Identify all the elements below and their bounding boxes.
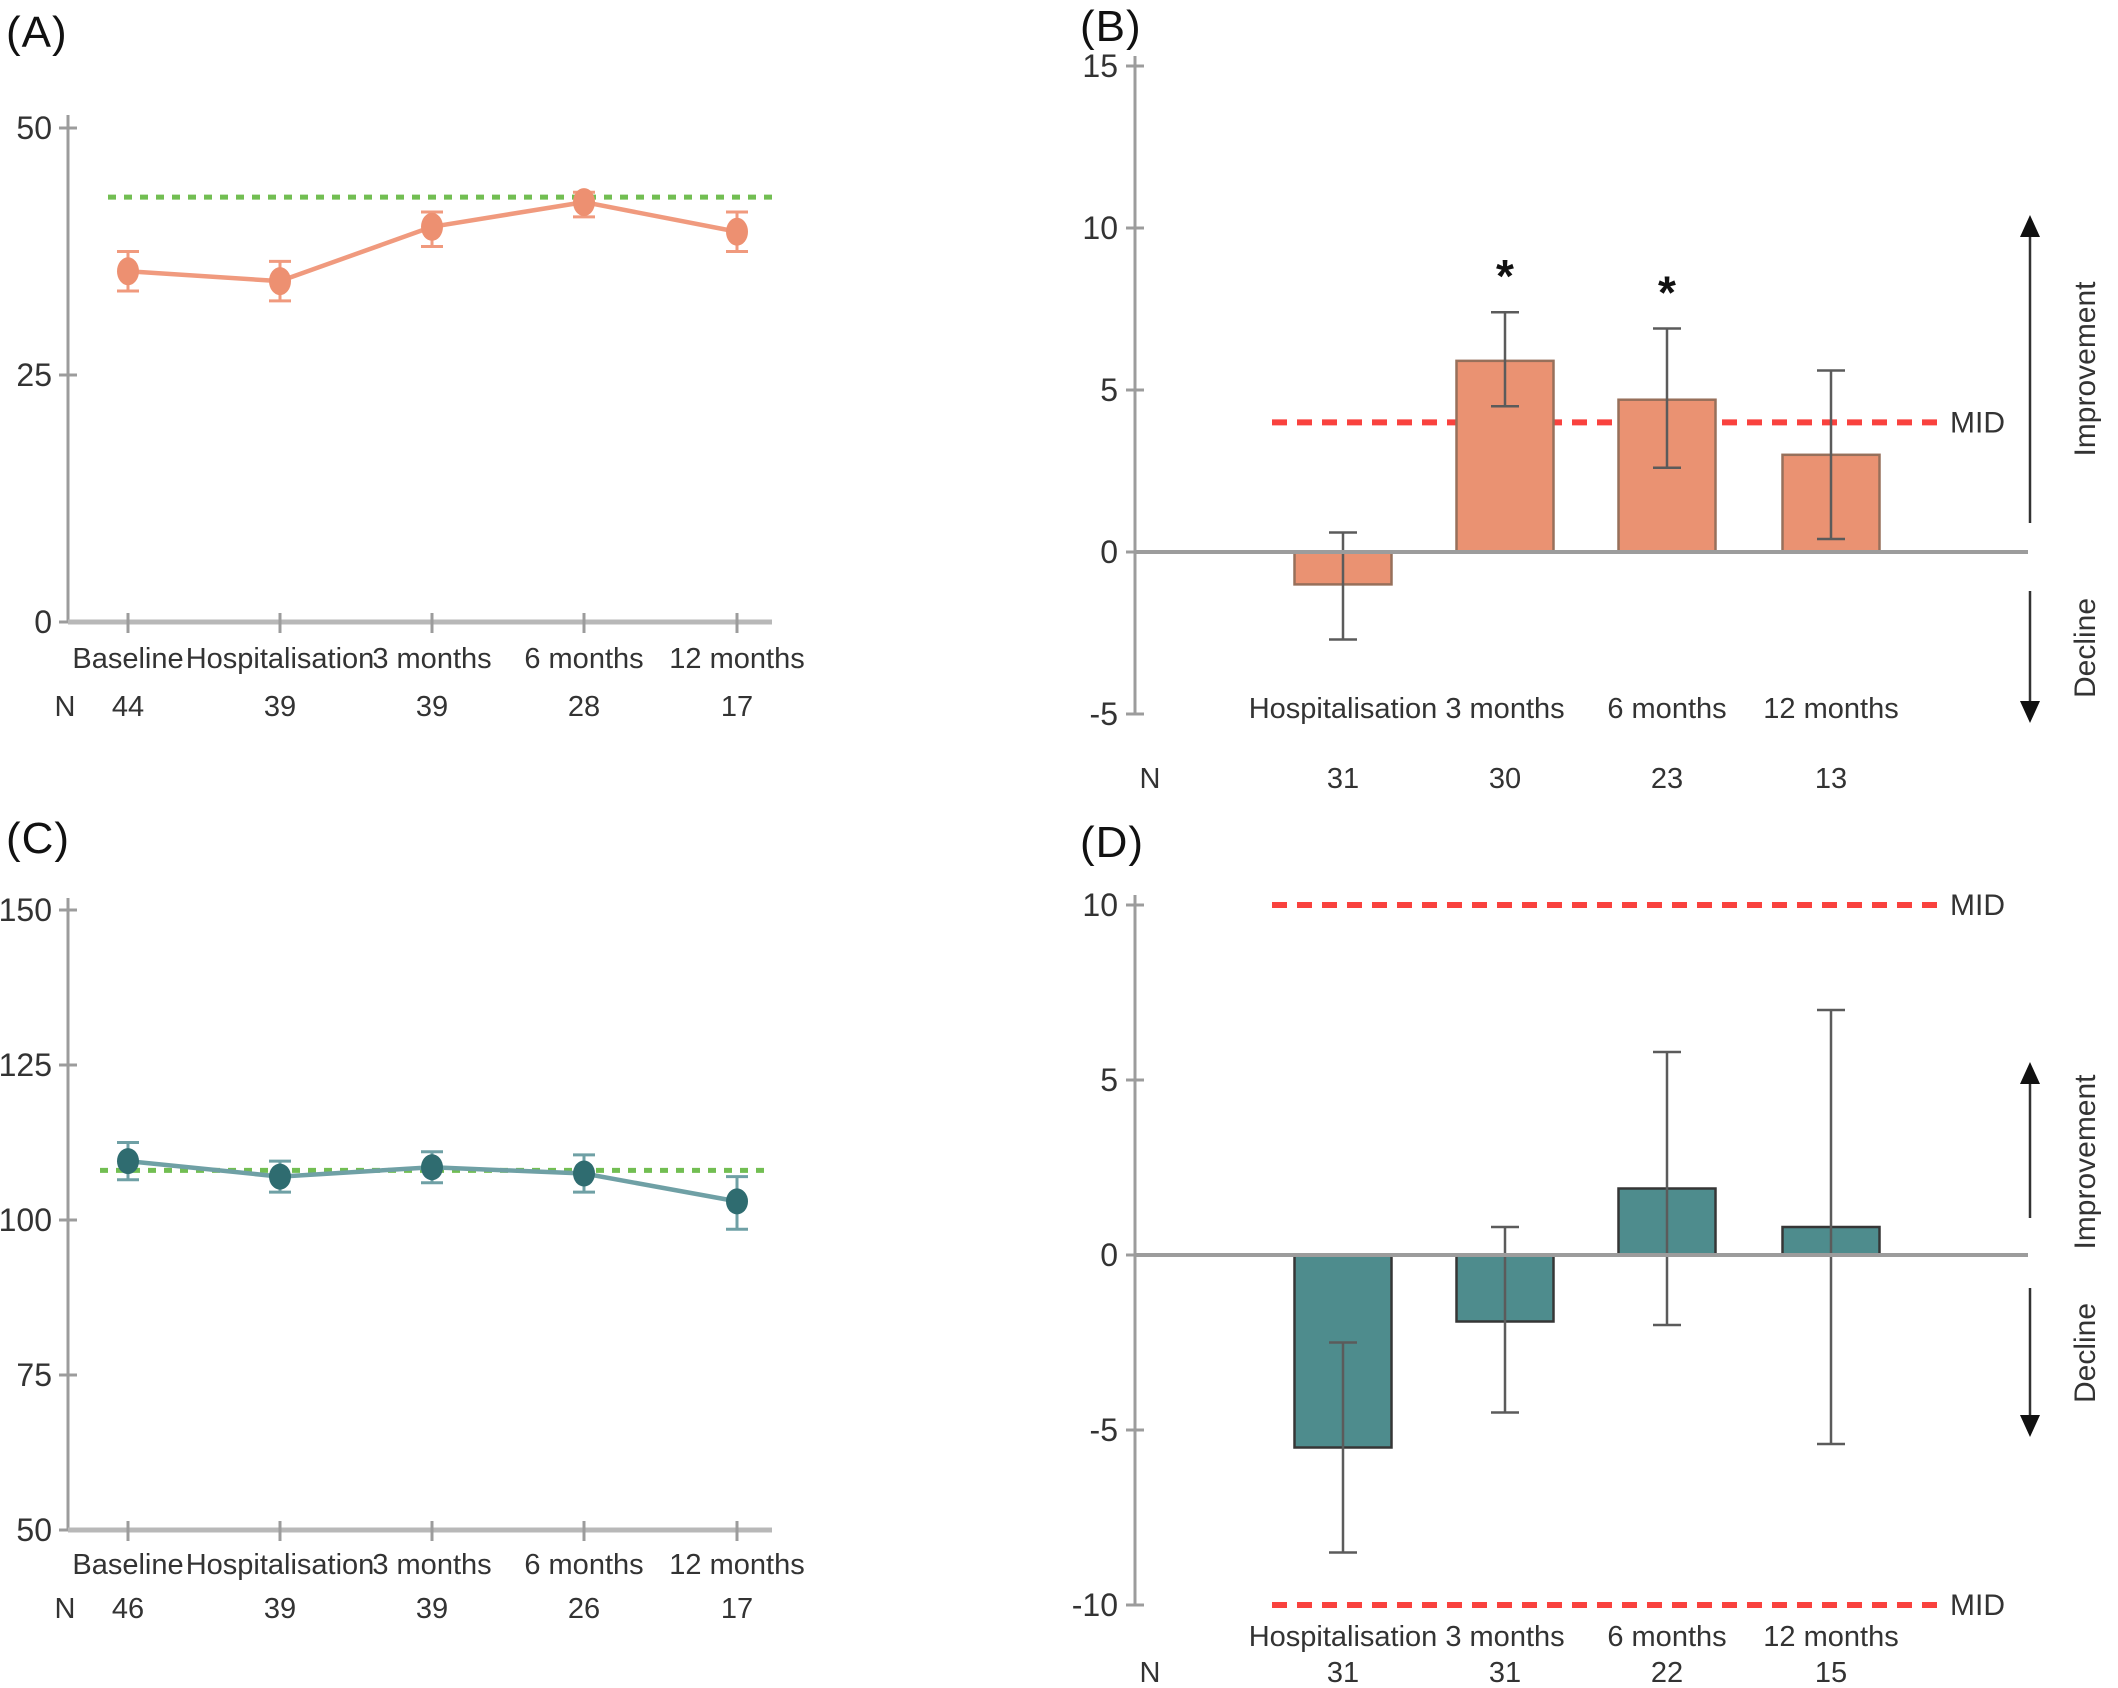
n-value: 22 — [1651, 1657, 1683, 1688]
y-tick-label: -10 — [1072, 1587, 1118, 1623]
category-label: Hospitalisation — [1249, 693, 1438, 725]
panel-b: 15 10 5 0 -5 MID * * Improvement Decline Hospitali… — [1082, 48, 2102, 795]
improvement-label: Improvement — [2069, 281, 2102, 457]
y-tick-label: 75 — [16, 1357, 52, 1393]
data-marker-baseline — [117, 257, 139, 286]
n-value: 39 — [416, 1593, 448, 1625]
n-value: 17 — [721, 1593, 753, 1625]
category-label: Hospitalisation — [1249, 1621, 1438, 1653]
n-value: 28 — [568, 691, 600, 723]
category-label: 12 months — [1763, 693, 1898, 725]
y-tick-label: 15 — [1082, 48, 1118, 84]
y-tick-label: 125 — [0, 1047, 52, 1083]
y-tick-label: 5 — [1100, 372, 1118, 408]
n-value: 17 — [721, 691, 753, 723]
data-marker-hospitalisation — [269, 1163, 291, 1190]
y-tick-label: 0 — [1100, 534, 1118, 570]
decline-label: Decline — [2069, 598, 2102, 698]
n-value: 39 — [264, 691, 296, 723]
n-value: 39 — [416, 691, 448, 723]
category-label: 3 months — [372, 643, 491, 675]
data-marker-12-months — [726, 217, 748, 246]
n-value: 30 — [1489, 763, 1521, 795]
y-tick-label: 5 — [1100, 1062, 1118, 1098]
significance-star: * — [1496, 250, 1514, 302]
n-label: N — [1140, 1657, 1161, 1688]
category-label: 12 months — [669, 1549, 804, 1581]
data-marker-3-months — [421, 1154, 443, 1181]
n-value: 26 — [568, 1593, 600, 1625]
data-marker-6-months — [573, 1160, 595, 1187]
category-label: 6 months — [524, 643, 643, 675]
y-tick-label: -5 — [1090, 1412, 1118, 1448]
n-value: 13 — [1815, 763, 1847, 795]
category-label: Baseline — [72, 1549, 183, 1581]
n-value: 31 — [1327, 1657, 1359, 1688]
n-label: N — [55, 691, 76, 723]
improvement-arrowhead — [2020, 215, 2040, 237]
category-label: 3 months — [1445, 693, 1564, 725]
data-marker-6-months — [573, 188, 595, 217]
data-marker-12-months — [726, 1188, 748, 1215]
panel-d-letter: (D) — [1080, 818, 1145, 867]
category-label: Hospitalisation — [186, 1549, 375, 1581]
data-marker-hospitalisation — [269, 267, 291, 296]
y-tick-label: 0 — [1100, 1237, 1118, 1273]
category-label: 12 months — [669, 643, 804, 675]
n-value: 15 — [1815, 1657, 1847, 1688]
n-value: 23 — [1651, 763, 1683, 795]
n-value: 39 — [264, 1593, 296, 1625]
mid-label: MID — [1950, 406, 2005, 439]
y-tick-label: 10 — [1082, 887, 1118, 923]
y-tick-label: 100 — [0, 1202, 52, 1238]
y-tick-label: 25 — [16, 357, 52, 393]
y-tick-label: 50 — [16, 1512, 52, 1548]
n-label: N — [1140, 763, 1161, 795]
mid-label: MID — [1950, 889, 2005, 922]
y-tick-label: -5 — [1090, 696, 1118, 732]
panel-a-letter: (A) — [6, 8, 68, 57]
n-value: 31 — [1489, 1657, 1521, 1688]
category-label: 12 months — [1763, 1621, 1898, 1653]
category-label: 3 months — [1445, 1621, 1564, 1653]
panel-c-letter: (C) — [6, 814, 71, 863]
decline-arrowhead — [2020, 1415, 2040, 1437]
significance-star: * — [1658, 266, 1676, 318]
mid-label: MID — [1950, 1589, 2005, 1622]
n-label: N — [55, 1593, 76, 1625]
data-marker-3-months — [421, 212, 443, 241]
y-tick-label: 0 — [34, 604, 52, 640]
n-value: 31 — [1327, 763, 1359, 795]
category-label: 3 months — [372, 1549, 491, 1581]
category-label: Baseline — [72, 643, 183, 675]
y-tick-label: 150 — [0, 892, 52, 928]
y-tick-label: 10 — [1082, 210, 1118, 246]
panel-b-letter: (B) — [1080, 2, 1142, 51]
panel-d: 10 5 0 -5 -10 MID MID Improvement Decline Hospita… — [1072, 887, 2102, 1688]
decline-label: Decline — [2069, 1303, 2102, 1403]
improvement-arrowhead — [2020, 1062, 2040, 1084]
improvement-label: Improvement — [2069, 1074, 2102, 1250]
category-label: 6 months — [1607, 1621, 1726, 1653]
category-label: 6 months — [524, 1549, 643, 1581]
data-marker-baseline — [117, 1148, 139, 1175]
category-label: 6 months — [1607, 693, 1726, 725]
n-value: 46 — [112, 1593, 144, 1625]
n-value: 44 — [112, 691, 144, 723]
y-tick-label: 50 — [16, 110, 52, 146]
decline-arrowhead — [2020, 701, 2040, 723]
category-label: Hospitalisation — [186, 643, 375, 675]
